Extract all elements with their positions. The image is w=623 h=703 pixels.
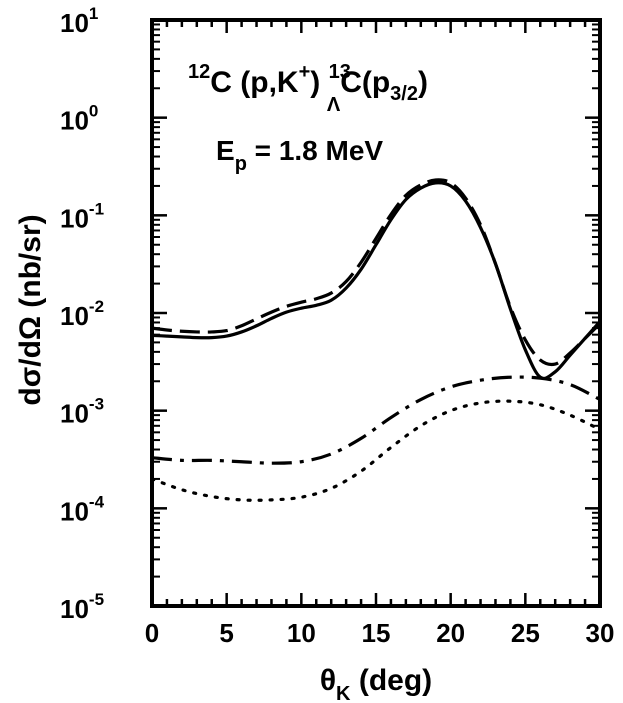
y-axis-title: dσ/dΩ (nb/sr): [14, 214, 47, 405]
y-tick-label: 10-3: [60, 395, 104, 429]
x-tick-label: 0: [145, 618, 159, 648]
series-layer: [150, 178, 602, 502]
y-tick-label: 10-2: [60, 297, 104, 331]
series-dotted-line: [150, 399, 602, 502]
y-tick-label: 101: [60, 4, 98, 38]
x-tick-label: 20: [436, 618, 465, 648]
series-dash-dot-line: [151, 375, 601, 465]
reaction-annotation: 12C (p,K+) 13 ΛC(p3/2): [188, 61, 428, 116]
x-tick-label: 5: [219, 618, 233, 648]
x-tick-label: 15: [362, 618, 391, 648]
y-tick-label: 10-4: [60, 492, 105, 526]
tick-labels: 0 5 10 15 20 25 30 10-5 10-4 10-3 10-2 10-1 100 101: [60, 4, 614, 648]
x-tick-label: 10: [287, 618, 316, 648]
x-tick-label: 25: [511, 618, 540, 648]
plot-frame: [150, 18, 602, 608]
axis-ticks: [150, 18, 602, 608]
series-dashed-line: [151, 178, 602, 367]
x-tick-label: 30: [586, 618, 615, 648]
y-tick-label: 100: [60, 102, 98, 136]
y-tick-label: 10-1: [60, 199, 104, 233]
y-tick-label: 10-5: [60, 590, 104, 624]
x-axis-title: θK (deg): [320, 664, 432, 703]
energy-annotation: Ep = 1.8 MeV: [216, 135, 383, 175]
series-solid-line: [151, 181, 602, 381]
